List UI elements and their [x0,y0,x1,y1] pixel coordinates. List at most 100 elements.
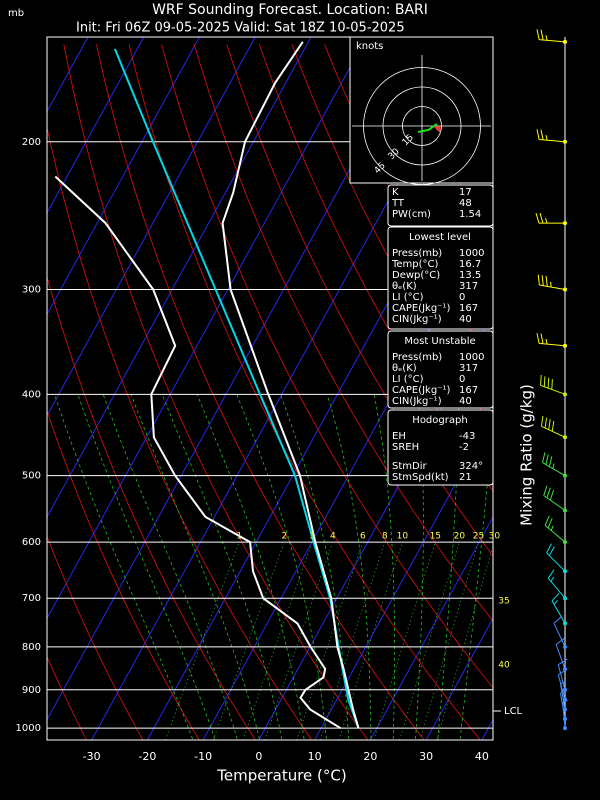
stats-value: 40 [459,396,472,407]
stats-value: 21 [459,472,472,483]
barb-dot [563,644,567,649]
mixing-ratio-label: 25 [473,532,484,542]
mixing-ratio-label: 20 [454,532,466,542]
x-axis-label: Temperature (°C) [216,767,346,785]
wind-barb [537,274,566,291]
stats-box [387,330,494,409]
parcel-curve [113,48,360,729]
mixing-ratio-label: 8 [382,532,388,542]
profile-line [54,175,342,730]
y-tick-label: 900 [22,685,41,696]
barb-dot [563,569,567,574]
wind-barb [544,515,566,543]
isotherm-grid [481,718,493,740]
stats-label: CIN(Jkg⁻¹) [392,314,442,325]
mixing-ratio-label: 1 [236,532,242,542]
hodograph-box [349,36,494,184]
isotherm [47,37,368,620]
y-tick-label: 400 [22,389,41,400]
stats-label: CAPE(Jkg⁻¹) [392,303,450,314]
mixing-ratio-line [264,543,333,740]
moist-adiabat [54,394,193,740]
moist-adiabat [161,394,283,739]
mixing-ratio-label: 10 [397,532,409,542]
barb-dot [563,221,567,226]
isotherm-grid [425,617,493,740]
stats-title: Most Unstable [404,336,475,347]
stats-label: K [392,187,399,198]
barb-dot [563,621,567,626]
y-tick-label: 600 [22,537,41,548]
wind-barb [553,616,566,648]
mixing-ratio-label: 15 [430,532,441,542]
stats-label: Press(mb) [392,248,442,259]
stats-value: -2 [459,442,469,453]
mixing-ratio-line [419,543,479,740]
barb-dot [563,343,567,348]
isotherm [47,37,145,214]
isotherm [47,37,256,417]
profile-line [221,41,360,729]
hodo-ring [402,106,442,146]
moist-adiabat [236,394,327,739]
stats-value: 324° [459,461,483,472]
barb-dot [563,540,567,545]
barb-dot [563,596,567,601]
stats-label: StmDir [392,461,427,472]
hodograph-trace [417,123,438,133]
stats-value: 48 [459,198,472,209]
stats-label: CIN(Jkg⁻¹) [392,396,442,407]
y-tick-label: 800 [22,642,41,653]
wind-barb [562,699,568,729]
stats-box [387,184,494,227]
hodo-ring [382,86,462,166]
x-tick-label: -20 [138,750,156,763]
stats-value: 1000 [459,352,484,363]
stats-label: LI (°C) [392,292,424,303]
stats-value: 167 [459,385,478,396]
barb-dot [563,139,567,144]
moist-adiabat [280,394,349,739]
dry-adiabat [63,44,369,740]
x-tick-label: -30 [83,750,101,763]
stats-label: CAPE(Jkg⁻¹) [392,385,450,396]
mixing-ratio-label: 3 [309,532,315,542]
barb-dot [563,508,567,513]
moist-adiabat [196,394,305,739]
x-tick-label: 0 [255,750,262,763]
dry-adiabat [47,655,87,740]
isotherm-grid [369,516,493,740]
wind-barb [557,668,568,700]
mixing-ratio-line [399,543,460,740]
isotherm-grid [314,414,493,740]
wind-barb [547,569,566,599]
mixing-ratio-label: 30 [489,532,501,542]
stats-label: StmSpd(kt) [392,472,449,483]
barb-dot [563,392,567,397]
wind-barb [536,333,566,347]
isotherm [47,37,312,518]
wind-barb [542,452,566,477]
dry-adiabat [585,44,600,740]
stats-label: LI (°C) [392,374,424,385]
stats-box [387,409,494,486]
mixing-ratio-label: 4 [330,532,336,542]
x-tick-label: 30 [419,750,433,763]
theta-e-label: 35 [498,597,509,607]
moist-adiabat [326,394,372,739]
stats-value: 40 [459,314,472,325]
stats-value: 17 [459,187,472,198]
stats-value: 1.54 [459,209,481,220]
wind-barb [540,374,566,395]
y-tick-label: 700 [22,593,41,604]
isotherm [47,37,200,316]
lcl-label: LCL [504,706,523,717]
barb-dot [563,287,567,292]
mixing-ratio-line [373,543,436,740]
mixing-ratio-label: 2 [281,532,287,542]
dry-adiabat [47,409,200,740]
wind-barb [543,485,566,511]
barb-dot [563,39,567,44]
theta-e-label: 40 [498,661,510,671]
